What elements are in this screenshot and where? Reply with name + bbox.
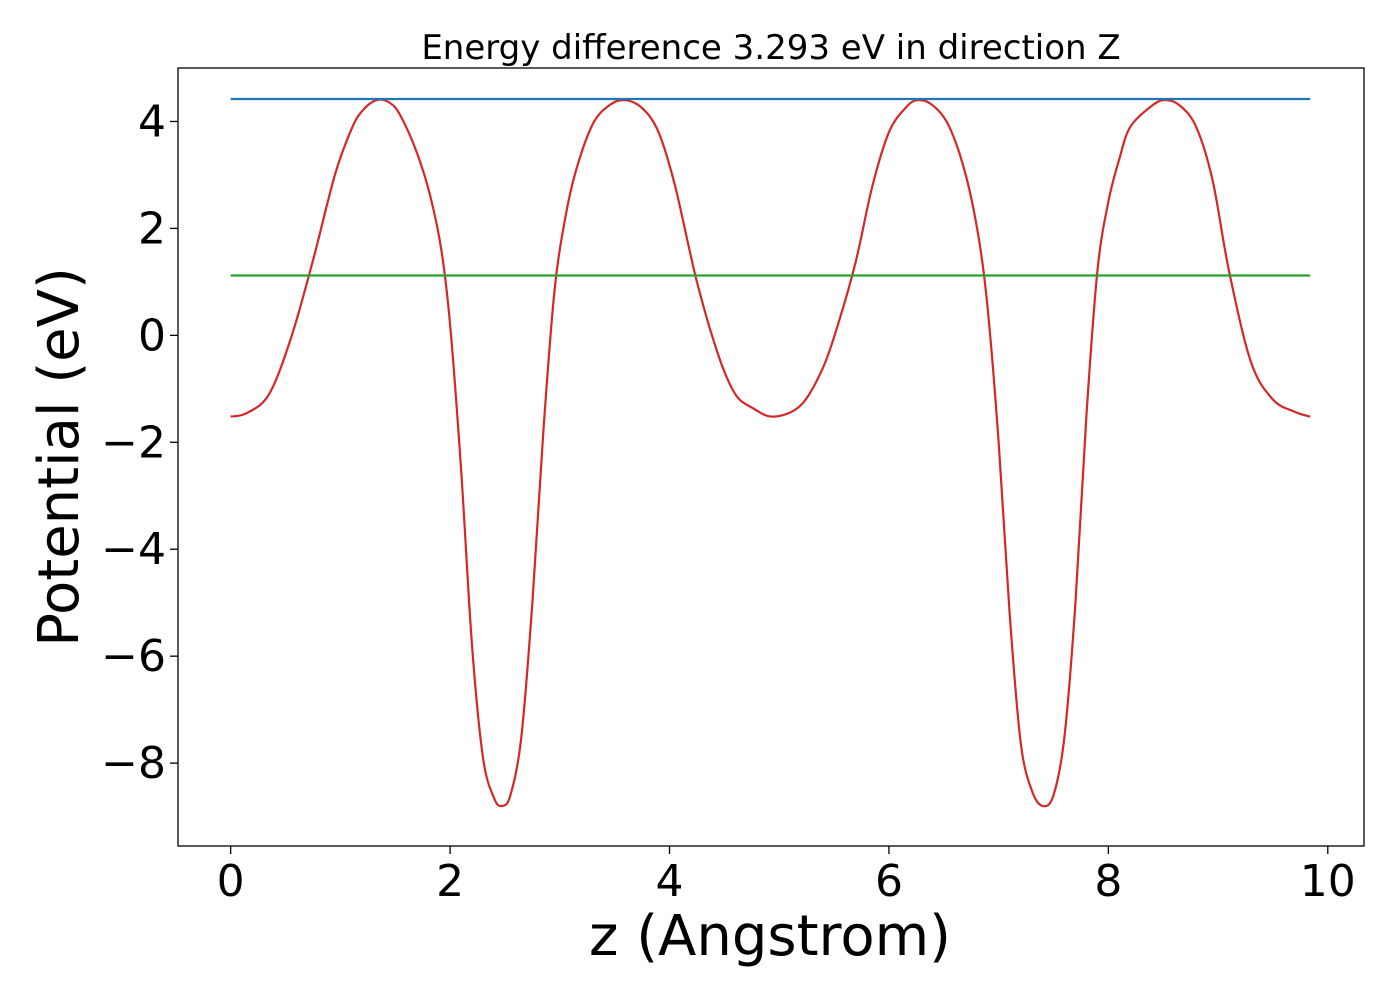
y-tick-label: 4 <box>138 96 166 147</box>
y-tick-label: −4 <box>101 524 166 575</box>
series-group <box>230 97 1311 808</box>
y-tick-label: 0 <box>138 310 166 361</box>
x-tick-label: 2 <box>436 856 464 907</box>
plot-frame <box>177 67 1365 847</box>
y-tick-label: 2 <box>138 203 166 254</box>
x-axis-label: z (Angstrom) <box>589 904 951 969</box>
x-tick-label: 8 <box>1094 856 1122 907</box>
y-tick-label: −2 <box>101 417 166 468</box>
y-axis-ticks: 4 2 0 −2 −4 −6 −8 <box>101 96 178 789</box>
x-tick-label: 0 <box>217 856 245 907</box>
y-tick-label: −8 <box>101 738 166 789</box>
x-tick-label: 4 <box>656 856 684 907</box>
series-line-0 <box>230 98 1311 808</box>
y-axis-label: Potential (eV) <box>27 267 92 647</box>
y-tick-label: −6 <box>101 631 166 682</box>
x-tick-label: 10 <box>1300 856 1356 907</box>
x-tick-label: 6 <box>875 856 903 907</box>
x-axis-ticks: 0 2 4 6 8 10 <box>217 846 1356 907</box>
chart-title: Energy difference 3.293 eV in direction … <box>421 28 1120 68</box>
